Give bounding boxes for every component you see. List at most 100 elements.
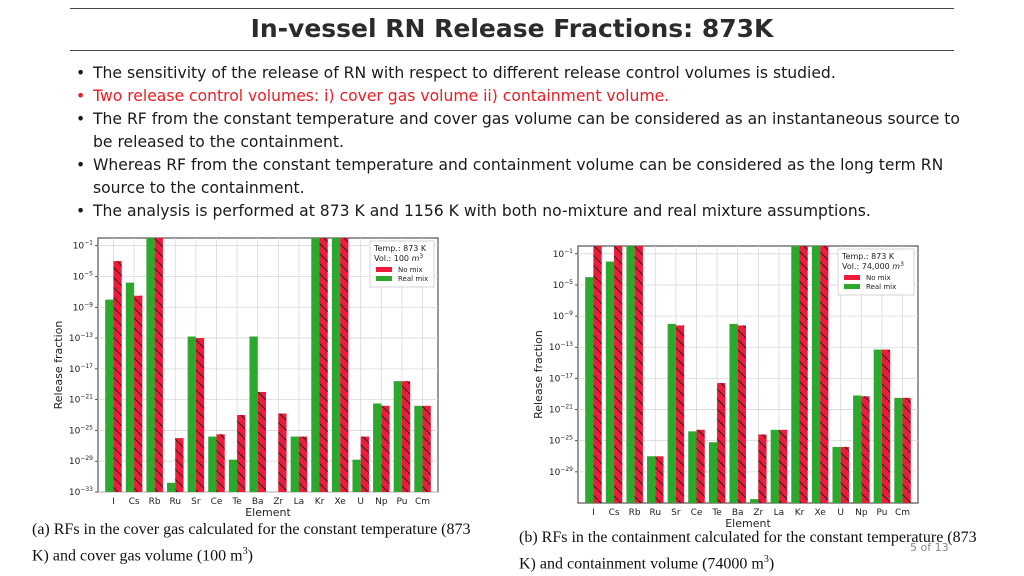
- bar-hatch: [737, 325, 746, 503]
- bar-hatch: [340, 238, 349, 492]
- bullet-item: Whereas RF from the constant temperature…: [72, 154, 962, 200]
- bar-hatch: [237, 415, 246, 492]
- legend-swatch-no-mix: [844, 275, 860, 280]
- bar-pu-real-mix: [393, 381, 402, 492]
- x-tick-label: Rb: [149, 497, 161, 507]
- bar-u-real-mix: [832, 446, 841, 503]
- bar-hatch: [840, 446, 849, 503]
- bar-sr-real-mix: [187, 336, 196, 492]
- y-tick-label: 10−1: [73, 240, 93, 252]
- bar-ce-real-mix: [688, 431, 697, 503]
- x-tick-label: La: [294, 497, 305, 507]
- bar-xe-real-mix: [811, 246, 821, 503]
- y-axis-label: Release fraction: [52, 321, 65, 410]
- bar-cm-real-mix: [414, 405, 423, 492]
- bar-te-real-mix: [228, 459, 238, 492]
- x-tick-label: La: [774, 508, 785, 518]
- bar-np-real-mix: [853, 395, 862, 503]
- caption-b-text: (b) RFs in the containment calculated fo…: [519, 529, 977, 573]
- bar-hatch: [696, 429, 705, 503]
- bar-ce-real-mix: [208, 436, 217, 492]
- y-tick-label: 10−21: [69, 394, 93, 406]
- x-tick-label: I: [112, 497, 115, 507]
- bar-hatch: [401, 381, 411, 492]
- bar-te-real-mix: [708, 442, 718, 503]
- legend-swatch-no-mix: [376, 267, 392, 272]
- bar-la-real-mix: [770, 429, 779, 503]
- legend-entry-label: Real mix: [398, 275, 428, 283]
- bar-la-real-mix: [290, 436, 299, 492]
- x-tick-label: Kr: [795, 508, 805, 518]
- x-tick-label: Pu: [396, 497, 407, 507]
- caption-a-text: (a) RFs in the cover gas calculated for …: [32, 521, 471, 565]
- bar-hatch: [422, 405, 431, 492]
- x-tick-label: Cm: [895, 508, 910, 518]
- y-tick-label: 10−21: [549, 404, 573, 416]
- x-tick-label: Ba: [252, 497, 264, 507]
- bar-hatch: [257, 391, 266, 492]
- legend-title-temp: Temp.: 873 K: [841, 252, 895, 261]
- title-rule-bottom: [70, 50, 954, 51]
- bar-rb-real-mix: [146, 238, 155, 492]
- bullet-item-highlight: Two release control volumes: i) cover ga…: [72, 85, 962, 108]
- legend-swatch-real-mix: [376, 276, 392, 281]
- legend-entry-label: No mix: [866, 274, 891, 282]
- caption-a-sup: 3: [242, 546, 248, 557]
- bar-hatch: [298, 436, 308, 492]
- caption-b: (b) RFs in the containment calculated fo…: [519, 527, 979, 575]
- bar-hatch: [319, 238, 328, 492]
- bar-hatch: [799, 246, 808, 503]
- bar-ba-real-mix: [249, 336, 258, 492]
- bar-u-real-mix: [352, 459, 361, 492]
- bar-kr-real-mix: [791, 246, 800, 503]
- x-tick-label: Sr: [671, 508, 681, 518]
- legend-swatch-real-mix: [844, 284, 860, 289]
- x-tick-label: Te: [231, 497, 242, 507]
- x-tick-label: Ru: [169, 497, 181, 507]
- bar-rub-real-mix: [167, 482, 176, 492]
- bar-hatch: [758, 434, 767, 503]
- bar-hatch: [717, 383, 726, 503]
- x-tick-label: Np: [375, 497, 388, 507]
- x-axis-label: Element: [245, 506, 291, 519]
- bar-pu-real-mix: [873, 349, 882, 503]
- legend-title-vol: Vol.: 100 m3: [374, 253, 423, 263]
- y-tick-label: 10−33: [69, 486, 93, 498]
- x-tick-label: Xe: [814, 508, 826, 518]
- caption-a-suffix: ): [247, 547, 253, 565]
- bar-hatch: [195, 338, 205, 492]
- legend-entry-label: Real mix: [866, 283, 896, 291]
- page-number: 5 of 13: [910, 541, 949, 554]
- title-rule-top: [70, 8, 954, 9]
- x-tick-label: Rb: [629, 508, 641, 518]
- y-tick-label: 10−17: [69, 363, 93, 375]
- x-tick-label: Ba: [732, 508, 744, 518]
- bar-hatch: [675, 325, 685, 503]
- bar-hatch: [381, 405, 390, 492]
- y-tick-label: 10−5: [73, 270, 93, 282]
- x-tick-label: Cs: [129, 497, 140, 507]
- bar-ba-real-mix: [729, 323, 738, 503]
- x-tick-label: Sr: [191, 497, 201, 507]
- bar-hatch: [113, 261, 122, 492]
- bar-hatch: [216, 434, 225, 492]
- bullet-item: The sensitivity of the release of RN wit…: [72, 62, 962, 85]
- x-tick-label: Ru: [649, 508, 661, 518]
- bullet-item: The RF from the constant temperature and…: [72, 108, 962, 154]
- y-axis-label: Release fraction: [532, 330, 545, 419]
- chart-containment-svg: 10−1 10−5 10−9 10−13 10−17 10−21 10−25 10−29 I Cs…: [532, 245, 919, 530]
- x-tick-label: Pu: [876, 508, 887, 518]
- bar-sr-real-mix: [667, 323, 676, 503]
- legend-title-vol: Vol.: 74,000 m3: [842, 261, 904, 271]
- bar-hatch: [861, 396, 870, 503]
- x-tick-label: Np: [855, 508, 868, 518]
- bar-hatch: [360, 436, 369, 492]
- bar-zr-real-mix: [750, 499, 759, 503]
- y-tick-label: 10−1: [553, 248, 573, 260]
- bar-hatch: [175, 438, 184, 492]
- chart-cover-gas: 10−1 10−5 10−9 10−13 10−17 10−21 10−25 10−29 10−…: [48, 232, 448, 522]
- bar-xe-real-mix: [331, 238, 341, 492]
- y-tick-label: 10−25: [69, 424, 93, 436]
- caption-b-suffix: ): [768, 555, 775, 573]
- bar-np-real-mix: [373, 403, 382, 492]
